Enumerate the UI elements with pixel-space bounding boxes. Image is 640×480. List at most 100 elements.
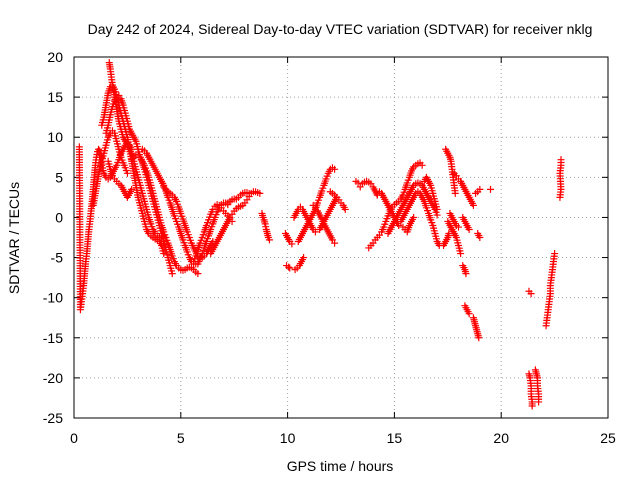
data-point xyxy=(95,145,103,153)
data-point xyxy=(454,223,462,231)
series-s31 xyxy=(399,213,418,236)
series-s30 xyxy=(397,188,443,250)
x-tick-label: 0 xyxy=(70,430,78,446)
series-s7 xyxy=(104,157,136,201)
data-point xyxy=(256,189,264,197)
data-point xyxy=(128,145,136,153)
series-s29 xyxy=(384,179,441,237)
x-tick-label: 20 xyxy=(493,430,509,446)
series-s37 xyxy=(450,169,477,209)
series-s17 xyxy=(283,262,294,272)
series-s44 xyxy=(487,185,495,193)
series-s15 xyxy=(258,209,273,244)
series-s4 xyxy=(105,59,168,241)
data-point xyxy=(311,228,319,236)
y-tick-label: 5 xyxy=(55,169,63,185)
data-point xyxy=(168,270,176,278)
data-point xyxy=(476,185,484,193)
x-tick-label: 10 xyxy=(280,430,296,446)
data-point xyxy=(265,236,273,244)
data-point xyxy=(410,213,418,221)
x-tick-label: 15 xyxy=(387,430,403,446)
y-tick-label: -25 xyxy=(43,410,63,426)
series-s8 xyxy=(128,151,202,278)
x-tick-label: 5 xyxy=(177,430,185,446)
data-point xyxy=(418,161,426,169)
y-axis-label: SDTVAR / TECUs xyxy=(6,182,22,294)
series-s34 xyxy=(444,217,465,258)
series-s1 xyxy=(75,143,106,314)
series-s33 xyxy=(442,145,459,197)
series-s23 xyxy=(326,188,349,213)
data-point xyxy=(557,156,565,164)
series-s24 xyxy=(352,177,362,187)
series-s16 xyxy=(281,229,296,248)
data-point xyxy=(341,205,349,213)
series-s20 xyxy=(290,203,319,236)
series-s32 xyxy=(420,173,441,213)
data-point xyxy=(286,264,294,272)
grid xyxy=(74,57,608,418)
y-tick-label: 20 xyxy=(47,49,63,65)
series-s14 xyxy=(224,189,253,207)
series-s25 xyxy=(356,177,381,199)
series-s47 xyxy=(531,366,543,406)
data-point xyxy=(551,250,559,258)
data-point xyxy=(462,270,470,278)
x-axis-label: GPS time / hours xyxy=(287,458,394,474)
y-tick-label: 10 xyxy=(47,129,63,145)
data-point xyxy=(395,221,403,229)
data-point xyxy=(535,398,543,406)
series-s35 xyxy=(446,209,462,231)
y-tick-labels: -25 -20 -15 -10 -5 0 5 10 15 20 xyxy=(43,49,63,426)
y-tick-label: -5 xyxy=(51,250,64,266)
y-tick-label: -20 xyxy=(43,370,63,386)
y-tick-label: 0 xyxy=(55,209,63,225)
series-s41 xyxy=(469,314,483,342)
data-point xyxy=(469,201,477,209)
data-point xyxy=(300,254,308,262)
series-s18 xyxy=(291,254,308,274)
data-point xyxy=(285,263,293,271)
chart-title: Day 242 of 2024, Sidereal Day-to-day VTE… xyxy=(88,21,593,37)
series-s43 xyxy=(472,185,484,197)
data-point xyxy=(476,234,484,241)
data-point xyxy=(288,240,296,248)
y-tick-label: -10 xyxy=(43,290,63,306)
data-point xyxy=(354,179,362,187)
series-s36 xyxy=(440,229,453,250)
data-point xyxy=(123,169,131,177)
data-points xyxy=(75,59,565,410)
y-tick-label: 15 xyxy=(47,89,63,105)
data-point xyxy=(194,270,202,278)
series-s49 xyxy=(556,156,565,201)
series-s46 xyxy=(525,370,536,410)
data-point xyxy=(331,165,339,173)
y-tick-label: -15 xyxy=(43,330,63,346)
data-point xyxy=(475,334,483,342)
data-point xyxy=(465,225,473,233)
plot-frame xyxy=(73,56,609,419)
series-s26 xyxy=(365,234,381,252)
series-s38 xyxy=(459,262,470,278)
data-point xyxy=(128,185,136,193)
series-s48 xyxy=(542,250,559,330)
data-point xyxy=(528,402,536,410)
data-point xyxy=(487,185,495,193)
series-s28 xyxy=(373,188,403,229)
series-s12 xyxy=(190,201,236,266)
data-point xyxy=(331,239,339,247)
data-point xyxy=(465,310,473,318)
data-point xyxy=(245,189,253,197)
data-point xyxy=(527,290,535,298)
x-tick-label: 25 xyxy=(600,430,616,446)
series-s40 xyxy=(461,302,473,318)
series-s39 xyxy=(459,213,473,233)
data-point xyxy=(451,189,459,197)
x-tick-labels: 0 5 10 15 20 25 xyxy=(70,430,616,446)
data-point xyxy=(433,205,441,213)
data-point xyxy=(445,229,453,237)
series-s45 xyxy=(525,287,535,298)
series-s42 xyxy=(474,229,484,241)
